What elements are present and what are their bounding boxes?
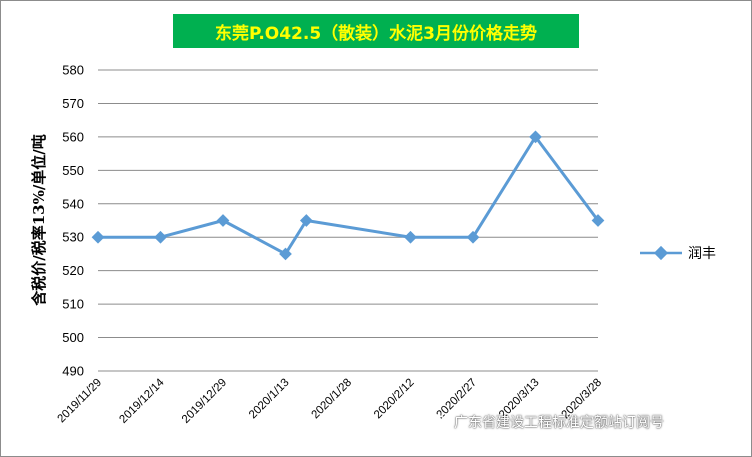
data-point bbox=[466, 230, 480, 244]
gridlines bbox=[98, 69, 598, 372]
data-point bbox=[91, 230, 105, 244]
x-tick-label: 2020/2/12 bbox=[372, 377, 417, 422]
y-tick-label: 540 bbox=[62, 196, 84, 211]
y-tick-label: 500 bbox=[62, 330, 84, 345]
data-point bbox=[154, 230, 167, 244]
data-point bbox=[216, 214, 230, 227]
y-tick-label: 580 bbox=[62, 63, 84, 78]
watermark: 广东省建设工程标准定额站订阅号 bbox=[432, 412, 664, 432]
y-axis-ticks: 490 500 510 520 530 540 550 560 570 580 bbox=[62, 63, 84, 379]
wechat-icon bbox=[432, 415, 450, 429]
y-tick-label: 510 bbox=[62, 297, 84, 312]
y-tick-label: 570 bbox=[62, 96, 84, 111]
data-point bbox=[279, 247, 292, 261]
chart-title-box: 东莞P.O42.5（散装）水泥3月份价格走势 bbox=[173, 14, 579, 48]
legend-label: 润丰 bbox=[688, 246, 716, 262]
y-tick-label: 530 bbox=[62, 230, 84, 245]
y-tick-label: 560 bbox=[62, 129, 84, 144]
y-tick-label: 550 bbox=[62, 163, 84, 178]
series-line bbox=[98, 135, 600, 256]
data-point bbox=[404, 230, 417, 244]
x-tick-label: 2020/1/13 bbox=[247, 377, 292, 422]
x-tick-label: 2020/1/28 bbox=[309, 377, 354, 422]
legend-marker bbox=[653, 245, 669, 261]
y-tick-label: 490 bbox=[62, 364, 84, 379]
y-tick-label: 520 bbox=[62, 263, 84, 278]
x-tick-label: 2019/12/14 bbox=[117, 376, 167, 426]
y-axis-label: 含税价/税率13%/单位/吨 bbox=[30, 134, 48, 306]
watermark-text: 广东省建设工程标准定额站订阅号 bbox=[454, 415, 664, 431]
legend: 润丰 bbox=[640, 245, 716, 262]
x-tick-label: 2019/11/29 bbox=[56, 377, 105, 426]
data-point bbox=[299, 214, 313, 227]
chart-title: 东莞P.O42.5（散装）水泥3月份价格走势 bbox=[214, 23, 538, 44]
x-tick-label: 2019/12/29 bbox=[180, 377, 229, 426]
series-layer bbox=[91, 130, 605, 261]
